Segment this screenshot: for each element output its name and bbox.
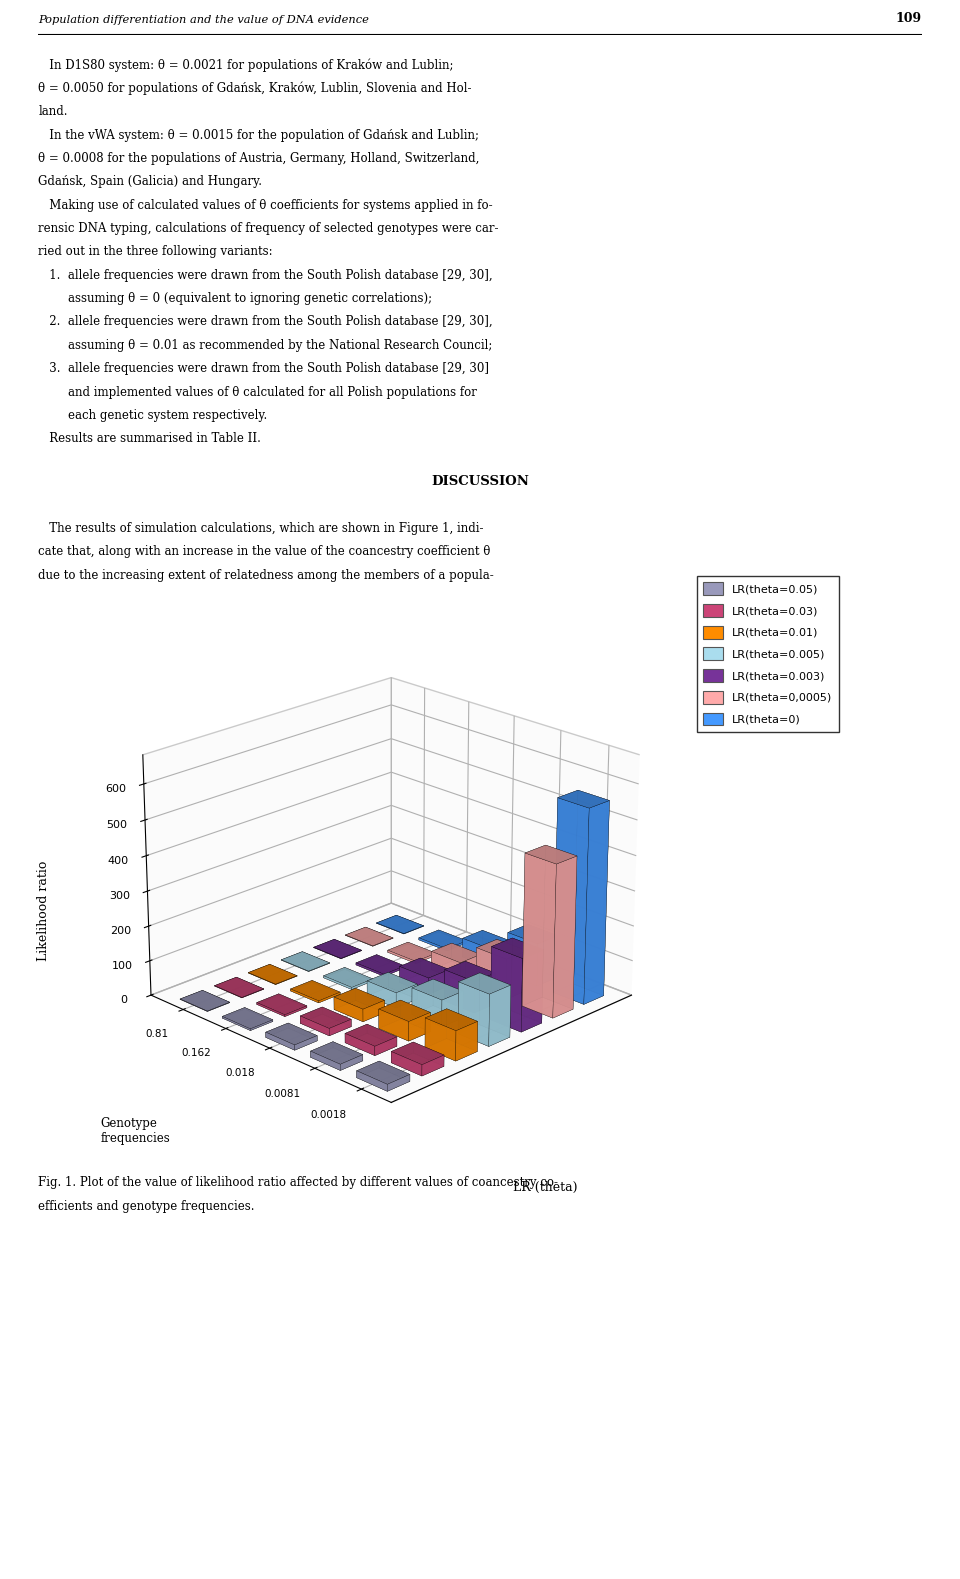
Text: Population differentiation and the value of DNA evidence: Population differentiation and the value… xyxy=(38,16,370,25)
Text: each genetic system respectively.: each genetic system respectively. xyxy=(38,409,268,422)
Text: rensic DNA typing, calculations of frequency of selected genotypes were car-: rensic DNA typing, calculations of frequ… xyxy=(38,223,499,235)
Text: assuming θ = 0 (equivalent to ignoring genetic correlations);: assuming θ = 0 (equivalent to ignoring g… xyxy=(38,292,433,305)
Text: 2.  allele frequencies were drawn from the South Polish database [29, 30],: 2. allele frequencies were drawn from th… xyxy=(38,316,493,328)
Text: Genotype
frequencies: Genotype frequencies xyxy=(101,1116,171,1145)
Text: DISCUSSION: DISCUSSION xyxy=(431,475,529,488)
Text: The results of simulation calculations, which are shown in Figure 1, indi-: The results of simulation calculations, … xyxy=(38,523,484,535)
Text: 1.  allele frequencies were drawn from the South Polish database [29, 30],: 1. allele frequencies were drawn from th… xyxy=(38,268,493,281)
Text: Gdańsk, Spain (Galicia) and Hungary.: Gdańsk, Spain (Galicia) and Hungary. xyxy=(38,175,262,188)
Legend: LR(theta=0.05), LR(theta=0.03), LR(theta=0.01), LR(theta=0.005), LR(theta=0.003): LR(theta=0.05), LR(theta=0.03), LR(theta… xyxy=(697,576,839,733)
Text: assuming θ = 0.01 as recommended by the National Research Council;: assuming θ = 0.01 as recommended by the … xyxy=(38,339,492,352)
Text: LR (theta): LR (theta) xyxy=(513,1181,578,1194)
Text: θ = 0.0008 for the populations of Austria, Germany, Holland, Switzerland,: θ = 0.0008 for the populations of Austri… xyxy=(38,152,480,164)
Text: Results are summarised in Table II.: Results are summarised in Table II. xyxy=(38,433,261,445)
Text: Likelihood ratio: Likelihood ratio xyxy=(36,861,50,962)
Text: Making use of calculated values of θ coefficients for systems applied in fo-: Making use of calculated values of θ coe… xyxy=(38,199,493,212)
Text: cate that, along with an increase in the value of the coancestry coefficient θ: cate that, along with an increase in the… xyxy=(38,545,491,559)
Text: 109: 109 xyxy=(896,13,922,25)
Text: Fig. 1. Plot of the value of likelihood ratio affected by different values of co: Fig. 1. Plot of the value of likelihood … xyxy=(38,1176,559,1189)
Text: efficients and genotype frequencies.: efficients and genotype frequencies. xyxy=(38,1200,255,1213)
Text: land.: land. xyxy=(38,106,68,118)
Text: 3.  allele frequencies were drawn from the South Polish database [29, 30]: 3. allele frequencies were drawn from th… xyxy=(38,362,490,376)
Text: due to the increasing extent of relatedness among the members of a popula-: due to the increasing extent of relatedn… xyxy=(38,568,494,581)
Text: In D1S80 system: θ = 0.0021 for populations of Kraków and Lublin;: In D1S80 system: θ = 0.0021 for populati… xyxy=(38,58,454,73)
Text: ried out in the three following variants:: ried out in the three following variants… xyxy=(38,245,273,259)
Text: θ = 0.0050 for populations of Gdańsk, Kraków, Lublin, Slovenia and Hol-: θ = 0.0050 for populations of Gdańsk, Kr… xyxy=(38,82,472,95)
Text: and implemented values of θ calculated for all Polish populations for: and implemented values of θ calculated f… xyxy=(38,385,477,398)
Text: In the vWA system: θ = 0.0015 for the population of Gdańsk and Lublin;: In the vWA system: θ = 0.0015 for the po… xyxy=(38,128,479,142)
